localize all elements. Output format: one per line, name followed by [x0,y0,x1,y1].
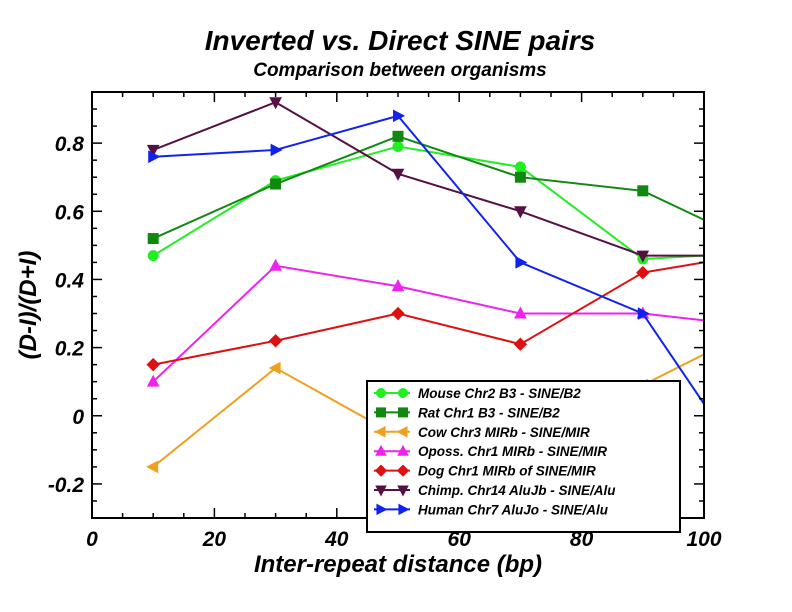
series-7 [148,109,772,500]
data-point [514,206,527,219]
legend-marker [374,426,386,438]
series-2 [147,130,770,254]
data-point [636,265,650,280]
data-point [392,141,404,153]
series-line [152,145,704,261]
legend-marker [397,444,409,456]
legend-marker [398,388,408,398]
legend-label: Dog Chr1 MIRb of SINE/MIR [418,464,596,479]
y-tick-label: 0.4 [55,269,85,292]
legend-marker [398,503,410,516]
data-point [392,130,404,142]
legend-marker [396,426,408,438]
chart-subtitle: Comparison between organisms [253,60,547,81]
x-tick-label: 80 [570,528,594,551]
series-6 [146,97,771,263]
legend-marker [375,485,387,497]
y-axis-label: (D-I)/(D+I) [15,251,42,360]
series-line [153,114,704,406]
data-point [268,361,281,375]
data-point [637,307,650,320]
data-point [391,279,405,292]
legend-marker [376,503,388,516]
data-point [147,233,159,245]
series-line [152,264,704,383]
x-tick-label: 40 [324,528,349,551]
series-line [152,101,704,257]
legend-marker [397,485,409,497]
legend-label: Rat Chr1 B3 - SINE/B2 [418,405,560,420]
series-line [153,261,704,366]
y-tick-label: 0.6 [55,201,85,224]
legend-label: Human Chr7 AluJo - SINE/Alu [418,502,609,517]
data-point [391,168,405,181]
data-point [146,357,160,372]
legend-entry-3: Cow Chr3 MIRb - SINE/MIR [374,425,590,440]
data-point [269,97,282,110]
legend-marker [376,407,386,418]
data-point [270,143,283,157]
data-point [147,250,159,262]
x-axis-label: Inter-repeat distance (bp) [254,551,542,578]
legend-entry-1: Mouse Chr2 B3 - SINE/B2 [374,386,581,401]
data-point [759,318,770,329]
y-tick-label: -0.2 [48,474,85,497]
data-point [391,306,405,321]
legend-marker [375,444,387,456]
legend-box [366,380,681,533]
data-point [270,178,282,190]
series-5 [146,246,771,372]
legend-entry-2: Rat Chr1 B3 - SINE/B2 [374,405,560,420]
data-point [268,334,283,348]
legend-marker [374,464,388,477]
x-tick-label: 20 [202,528,227,551]
data-point [515,256,528,269]
data-point [393,109,406,123]
x-tick-label: 60 [448,528,472,551]
legend-marker [398,407,408,418]
data-point [759,246,771,258]
legend-entry-4: Oposs. Chr1 MIRb - SINE/MIR [374,444,607,459]
y-tick-label: 0 [72,406,84,429]
y-tick-label: 0.2 [55,338,85,361]
data-point [760,251,771,262]
data-point [148,150,161,164]
legend-items: Mouse Chr2 B3 - SINE/B2 Rat Chr1 B3 - SIN… [374,386,616,517]
y-tick-label: 0.8 [55,133,85,156]
legend-entry-7: Human Chr7 AluJo - SINE/Alu [374,502,609,517]
legend-marker [396,464,410,477]
x-tick-label: 100 [686,528,721,551]
data-point [269,258,282,271]
data-point [146,374,160,387]
legend-marker [376,388,386,398]
data-point [146,144,160,158]
data-point [146,460,159,474]
chart-title: Inverted vs. Direct SINE pairs [205,25,596,56]
data-point [636,250,650,263]
legend-entry-5: Dog Chr1 MIRb of SINE/MIR [374,464,596,479]
tick-labels: 0 20 40 60 80 100 -0.2 0 0.2 0.4 0.6 0.8 [48,133,722,551]
data-point [761,489,772,500]
data-point [514,171,526,183]
legend-label: Cow Chr3 MIRb - SINE/MIR [418,425,590,440]
legend-entry-6: Chimp. Chr14 AluJb - SINE/Alu [374,483,616,498]
data-point [760,321,771,332]
data-point [760,244,770,254]
data-point [514,161,526,173]
x-tick-label: 0 [86,528,98,551]
legend-label: Mouse Chr2 B3 - SINE/B2 [418,386,581,401]
series-1 [147,141,770,265]
data-point [760,247,770,257]
series-line [152,135,704,240]
legend: Mouse Chr2 B3 - SINE/B2 Rat Chr1 B3 - SIN… [366,380,681,533]
series-layer [146,97,772,500]
legend-label: Chimp. Chr14 AluJb - SINE/Alu [418,483,616,498]
data-point [513,337,528,351]
legend-label: Oposs. Chr1 MIRb - SINE/MIR [418,444,607,459]
data-point [637,185,649,197]
data-point [514,306,527,319]
